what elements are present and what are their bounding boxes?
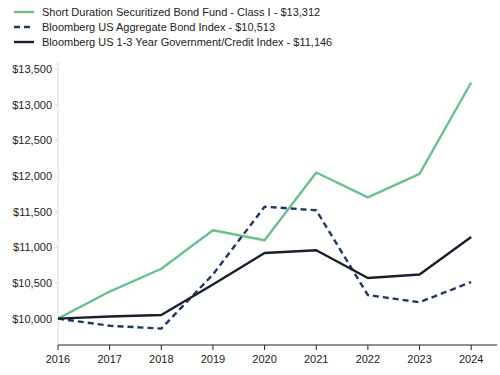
x-axis-line [58, 344, 497, 345]
x-tick-label: 2017 [97, 353, 121, 365]
x-tick-label: 2023 [407, 353, 431, 365]
x-tick [316, 345, 317, 350]
y-tick [55, 211, 58, 212]
y-tick-label: $13,000 [12, 99, 52, 111]
y-tick-label: $10,000 [12, 313, 52, 325]
x-tick [212, 345, 213, 350]
y-tick [55, 247, 58, 248]
legend-label: Bloomberg US 1-3 Year Government/Credit … [42, 36, 332, 48]
x-tick [264, 345, 265, 350]
series-line [58, 83, 471, 319]
x-tick-label: 2018 [149, 353, 173, 365]
x-tick-label: 2019 [201, 353, 225, 365]
y-tick [55, 104, 58, 105]
x-tick-label: 2020 [252, 353, 276, 365]
chart: $10,000 $10,500 $11,000 $11,500 $12,000 $12,5… [0, 0, 500, 375]
series-line [58, 237, 471, 319]
legend-label: Bloomberg US Aggregate Bond Index - $10,… [42, 21, 275, 33]
y-tick-label: $12,000 [12, 170, 52, 182]
x-tick [367, 345, 368, 350]
x-tick [58, 345, 59, 350]
y-tick-label: $13,500 [12, 63, 52, 75]
x-tick [419, 345, 420, 350]
y-tick [55, 282, 58, 283]
x-tick [161, 345, 162, 350]
y-tick-label: $10,500 [12, 277, 52, 289]
legend-label: Short Duration Securitized Bond Fund - C… [42, 6, 320, 18]
x-tick [471, 345, 472, 350]
y-tick [55, 318, 58, 319]
legend-swatch [14, 11, 34, 13]
legend-swatch [14, 41, 34, 43]
x-tick-label: 2024 [459, 353, 483, 365]
series-line [58, 207, 471, 329]
x-tick-label: 2022 [356, 353, 380, 365]
y-tick [55, 176, 58, 177]
y-tick [55, 140, 58, 141]
x-tick-label: 2021 [304, 353, 328, 365]
y-tick-label: $12,500 [12, 134, 52, 146]
legend-swatch [14, 26, 34, 28]
legend: Short Duration Securitized Bond Fund - C… [14, 6, 332, 48]
series-group [58, 83, 471, 329]
y-tick [55, 69, 58, 70]
y-tick-label: $11,000 [13, 241, 52, 253]
y-tick-label: $11,500 [13, 206, 52, 218]
x-tick [109, 345, 110, 350]
x-tick-label: 2016 [46, 353, 70, 365]
